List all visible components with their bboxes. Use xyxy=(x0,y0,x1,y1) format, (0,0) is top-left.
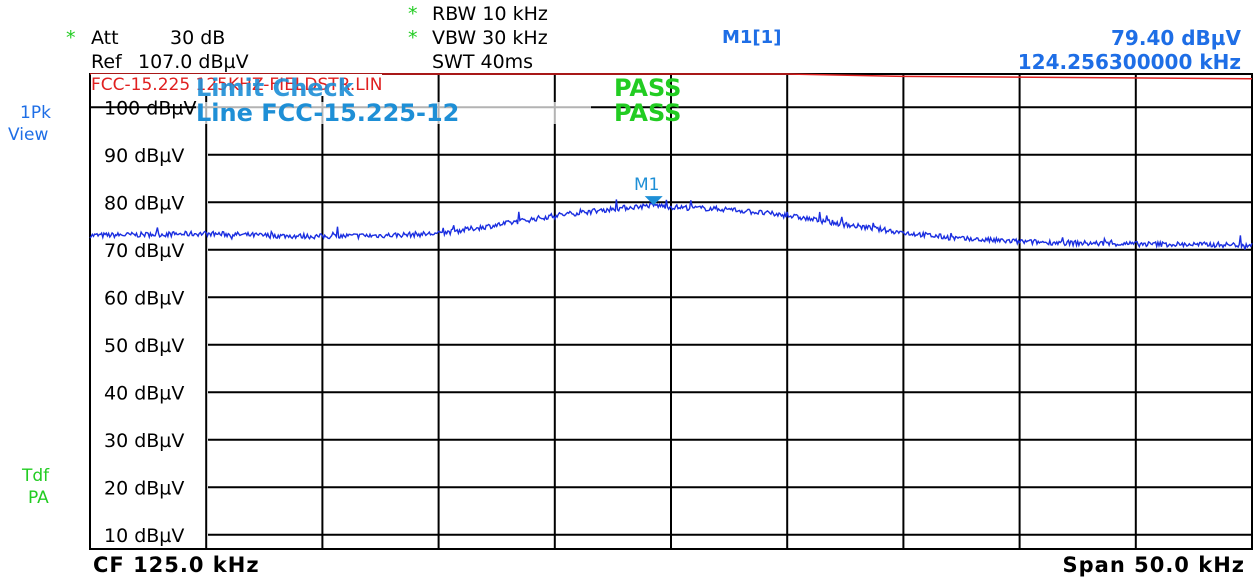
y-tick-label: 60 dBµV xyxy=(104,287,184,309)
att-label: Att xyxy=(91,27,119,49)
att-star: * xyxy=(66,27,76,49)
vbw-readout: VBW 30 kHz xyxy=(432,27,548,49)
limit-polyline xyxy=(90,73,1253,80)
y-axis-ticks: 100 dBµV 90 dBµV 80 dBµV 70 dBµV 60 dBµV 50 d… xyxy=(104,97,197,547)
marker-frequency: 124.256300000 kHz xyxy=(1017,50,1241,74)
limit-line-result: PASS xyxy=(614,99,682,127)
y-tick-label: 20 dBµV xyxy=(104,477,184,499)
tdf-label: Tdf xyxy=(22,466,50,486)
y-tick-label: 30 dBµV xyxy=(104,430,184,452)
limit-check-label: Limit Check xyxy=(196,74,354,102)
limit-line-name: FCC-15.225 125KHZ-FIELDSTR.LIN xyxy=(91,74,383,96)
marker-m1 xyxy=(644,196,663,206)
limit-check-result: PASS xyxy=(614,74,682,102)
marker-name: M1[1] xyxy=(722,27,782,48)
y-tick-label: 10 dBµV xyxy=(104,525,184,547)
marker-m1-label: M1 xyxy=(634,175,660,195)
trace-line xyxy=(89,199,1253,250)
marker-triangle xyxy=(644,196,663,206)
swt-readout: SWT 40ms xyxy=(432,51,534,73)
plot-grid xyxy=(89,73,1253,550)
trace-view-label: View xyxy=(8,125,49,145)
y-tick-label: 70 dBµV xyxy=(104,240,184,262)
limit-line-label: Line FCC-15.225-12 xyxy=(196,102,591,124)
y-tick-label: 90 dBµV xyxy=(104,145,184,167)
ref-value: 107.0 dBµV xyxy=(138,51,249,73)
vbw-star: * xyxy=(408,27,418,49)
y-tick-label: 50 dBµV xyxy=(104,335,184,357)
att-value: 30 dB xyxy=(170,27,226,49)
measurement-trace xyxy=(89,199,1253,250)
y-tick-label: 40 dBµV xyxy=(104,382,184,404)
marker-level: 79.40 dBµV xyxy=(1111,26,1241,50)
y-tick-label: 100 dBµV xyxy=(104,97,197,119)
center-frequency: CF 125.0 kHz xyxy=(93,553,260,577)
rbw-readout: RBW 10 kHz xyxy=(432,3,548,25)
pa-label: PA xyxy=(28,488,49,508)
trace-mode-label: 1Pk xyxy=(20,103,51,123)
rbw-star: * xyxy=(408,3,418,25)
limit-line xyxy=(90,73,1253,80)
y-tick-label: 80 dBµV xyxy=(104,192,184,214)
ref-label: Ref xyxy=(91,51,122,73)
span-readout: Span 50.0 kHz xyxy=(1062,553,1245,577)
